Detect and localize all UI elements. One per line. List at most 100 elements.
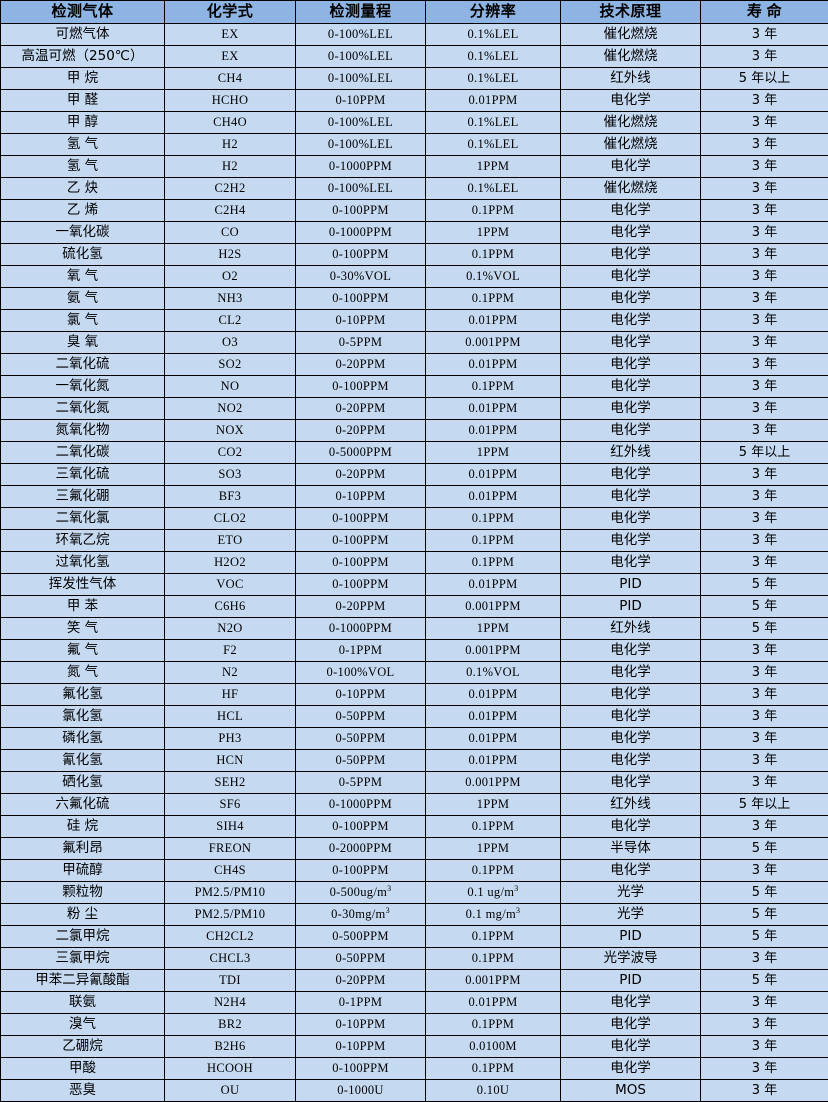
cell-formula: C2H4 [165,200,296,222]
cell-range: 0-100%LEL [296,134,426,156]
cell-range: 0-20PPM [296,970,426,992]
cell-resolution: 0.001PPM [426,332,561,354]
cell-range: 0-5PPM [296,332,426,354]
cell-range: 0-100PPM [296,860,426,882]
cell-principle: 电化学 [561,530,701,552]
cell-formula: CL2 [165,310,296,332]
cell-resolution: 0.01PPM [426,310,561,332]
cell-principle: 电化学 [561,398,701,420]
cell-life: 3 年 [701,464,828,486]
cell-life: 3 年 [701,1080,828,1102]
cell-range: 0-10PPM [296,90,426,112]
cell-principle: 电化学 [561,376,701,398]
cell-formula: TDI [165,970,296,992]
cell-gas: 氯化氢 [1,706,165,728]
cell-life: 3 年 [701,90,828,112]
cell-principle: PID [561,596,701,618]
cell-range: 0-10PPM [296,1036,426,1058]
cell-range: 0-5000PPM [296,442,426,464]
cell-principle: MOS [561,1080,701,1102]
cell-range: 0-1000PPM [296,156,426,178]
cell-life: 5 年 [701,904,828,926]
cell-principle: 电化学 [561,750,701,772]
cell-principle: 催化燃烧 [561,134,701,156]
cell-gas: 乙 烯 [1,200,165,222]
cell-range: 0-20PPM [296,398,426,420]
cell-gas: 三氯甲烷 [1,948,165,970]
cell-resolution: 0.1%VOL [426,662,561,684]
cell-resolution: 0.1PPM [426,926,561,948]
cell-gas: 氢 气 [1,156,165,178]
cell-principle: 催化燃烧 [561,178,701,200]
cell-principle: 电化学 [561,266,701,288]
cell-life: 3 年 [701,354,828,376]
cell-formula: CH4O [165,112,296,134]
cell-life: 3 年 [701,112,828,134]
cell-life: 3 年 [701,662,828,684]
cell-gas: 甲 烷 [1,68,165,90]
column-header-life: 寿 命 [701,1,828,24]
cell-range: 0-100PPM [296,552,426,574]
cell-range: 0-100PPM [296,574,426,596]
cell-principle: 电化学 [561,1058,701,1080]
cell-formula: CH4S [165,860,296,882]
cell-life: 3 年 [701,860,828,882]
cell-gas: 甲 醛 [1,90,165,112]
cell-range: 0-1PPM [296,640,426,662]
cell-life: 3 年 [701,266,828,288]
cell-resolution: 1PPM [426,156,561,178]
cell-range: 0-100PPM [296,530,426,552]
header-row: 检测气体 化学式 检测量程 分辨率 技术原理 寿 命 [1,1,828,24]
cell-gas: 硅 烷 [1,816,165,838]
cell-gas: 氧 气 [1,266,165,288]
cell-principle: 红外线 [561,618,701,640]
cell-principle: 电化学 [561,1014,701,1036]
cell-range: 0-1000U [296,1080,426,1102]
cell-principle: PID [561,970,701,992]
cell-formula: HCOOH [165,1058,296,1080]
cell-resolution: 0.1%LEL [426,112,561,134]
cell-resolution: 1PPM [426,222,561,244]
cell-life: 3 年 [701,244,828,266]
cell-formula: EX [165,46,296,68]
cell-life: 5 年 [701,926,828,948]
cell-formula: SIH4 [165,816,296,838]
cell-life: 3 年 [701,1058,828,1080]
cell-life: 3 年 [701,1036,828,1058]
cell-gas: 硒化氢 [1,772,165,794]
cell-resolution: 0.0100M [426,1036,561,1058]
cell-principle: 电化学 [561,860,701,882]
cell-formula: NH3 [165,288,296,310]
cell-formula: FREON [165,838,296,860]
cell-life: 3 年 [701,684,828,706]
cell-gas: 溴气 [1,1014,165,1036]
cell-gas: 氢 气 [1,134,165,156]
cell-principle: 电化学 [561,816,701,838]
cell-principle: 电化学 [561,420,701,442]
cell-gas: 氟利昂 [1,838,165,860]
cell-life: 5 年 [701,838,828,860]
cell-resolution: 0.1%LEL [426,24,561,46]
cell-life: 5 年以上 [701,442,828,464]
cell-range: 0-10PPM [296,486,426,508]
cell-formula: CH2CL2 [165,926,296,948]
cell-range: 0-100PPM [296,200,426,222]
cell-principle: 电化学 [561,90,701,112]
cell-gas: 过氧化氢 [1,552,165,574]
cell-range: 0-10PPM [296,1014,426,1036]
cell-life: 3 年 [701,508,828,530]
cell-life: 5 年 [701,970,828,992]
cell-resolution: 0.001PPM [426,970,561,992]
